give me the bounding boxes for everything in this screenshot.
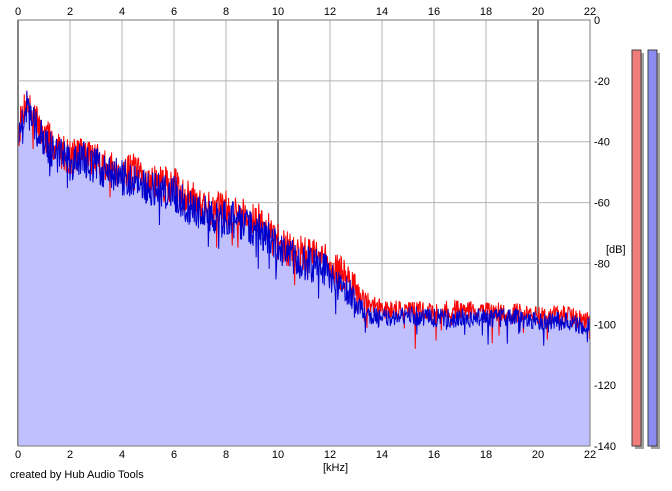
x-tick-label-top-18: 18 [480,6,492,18]
level-meter-2 [647,49,658,447]
x-tick-label-bottom-14: 14 [376,449,388,461]
x-tick-label-top-12: 12 [324,6,336,18]
y-tick-label--40: -40 [594,137,610,149]
x-tick-label-bottom-4: 4 [119,449,125,461]
x-tick-label-top-0: 0 [15,6,21,18]
x-tick-labels-bottom: 0 2 4 6 8 10 12 14 16 18 20 22 [15,449,596,461]
series-layer [17,90,591,349]
plot-frame [17,19,591,447]
plot-border [17,19,591,447]
x-tick-labels-top: 0 2 4 6 8 10 12 14 16 18 20 22 [15,6,596,18]
x-tick-label-bottom-10: 10 [272,449,284,461]
y-tick-label--60: -60 [594,198,610,210]
x-tick-label-bottom-18: 18 [480,449,492,461]
x-tick-label-top-16: 16 [428,6,440,18]
level-meter-1 [631,49,642,447]
y-tick-label--80: -80 [594,258,610,270]
x-tick-label-bottom-2: 2 [67,449,73,461]
y-tick-label-0: 0 [594,15,600,27]
x-tick-label-top-22: 22 [584,6,596,18]
level-meters [631,49,660,449]
spectrum-fill [18,90,590,447]
x-tick-label-top-14: 14 [376,6,388,18]
credit-text: created by Hub Audio Tools [10,469,144,481]
x-tick-label-top-8: 8 [223,6,229,18]
x-tick-label-bottom-0: 0 [15,449,21,461]
y-tick-label--100: -100 [594,319,616,331]
series-blue-line [17,90,591,346]
x-tick-label-bottom-20: 20 [532,449,544,461]
spectrum-fill-area [18,90,590,447]
x-tick-label-bottom-22: 22 [584,449,596,461]
x-tick-label-bottom-16: 16 [428,449,440,461]
y-tick-label--140: -140 [594,441,616,453]
x-tick-label-top-6: 6 [171,6,177,18]
x-tick-label-bottom-8: 8 [223,449,229,461]
y-tick-labels: 0 -20 -40 -60 -80 -100 -120 -140 [594,15,616,453]
x-tick-label-top-4: 4 [119,6,125,18]
x-tick-label-top-20: 20 [532,6,544,18]
x-tick-label-top-2: 2 [67,6,73,18]
y-tick-label--20: -20 [594,76,610,88]
y-tick-label--120: -120 [594,380,616,392]
x-axis-label: [kHz] [323,462,348,474]
series-red-line [17,91,591,349]
y-axis-label: [dB] [606,244,626,256]
x-tick-label-bottom-12: 12 [324,449,336,461]
x-tick-label-bottom-6: 6 [171,449,177,461]
x-tick-label-top-10: 10 [272,6,284,18]
